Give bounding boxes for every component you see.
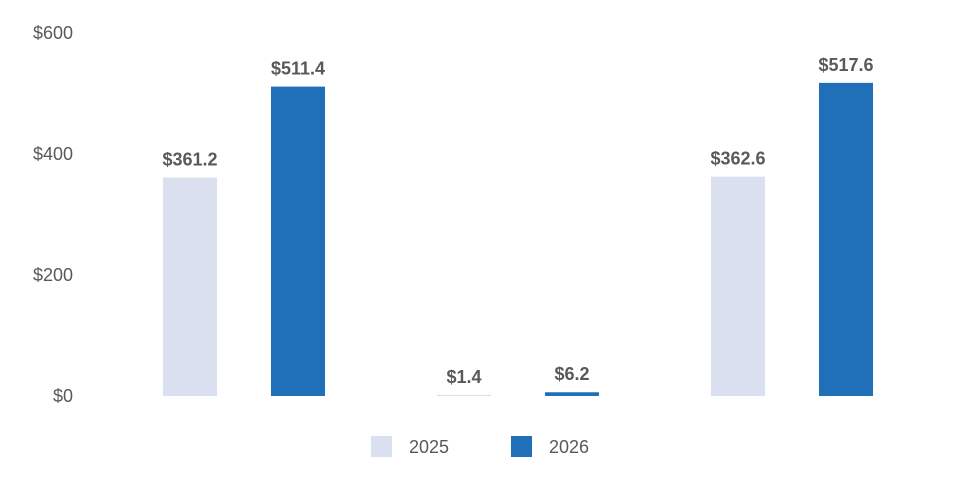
legend-label-2025: 2025 [409,437,449,457]
y-tick-label: $600 [33,23,73,43]
legend: 2025 2026 [371,436,589,457]
data-label-2026: $511.4 [271,59,325,79]
bars [163,82,873,397]
bar-2026 [819,82,873,397]
y-tick-label: $200 [33,265,73,285]
data-label-2025: $362.6 [710,149,765,169]
data-labels: $361.2 $1.4 $362.6 $511.4 $6.2 $517.6 [162,55,873,387]
legend-label-2026: 2026 [549,437,589,457]
data-label-2025: $361.2 [162,149,217,169]
bar-2025 [163,177,217,396]
legend-swatch-2025 [371,436,392,457]
data-label-2026: $517.6 [818,55,873,75]
data-label-2025: $1.4 [446,367,481,387]
bar-2026 [545,392,599,396]
y-axis: $0 $200 $400 $600 [33,23,73,406]
bar-2026 [271,86,325,396]
y-tick-label: $0 [53,386,73,406]
y-tick-label: $400 [33,144,73,164]
data-label-2026: $6.2 [554,364,589,384]
bar-2025 [437,394,491,396]
bar-2025 [711,176,765,396]
legend-swatch-2026 [511,436,532,457]
